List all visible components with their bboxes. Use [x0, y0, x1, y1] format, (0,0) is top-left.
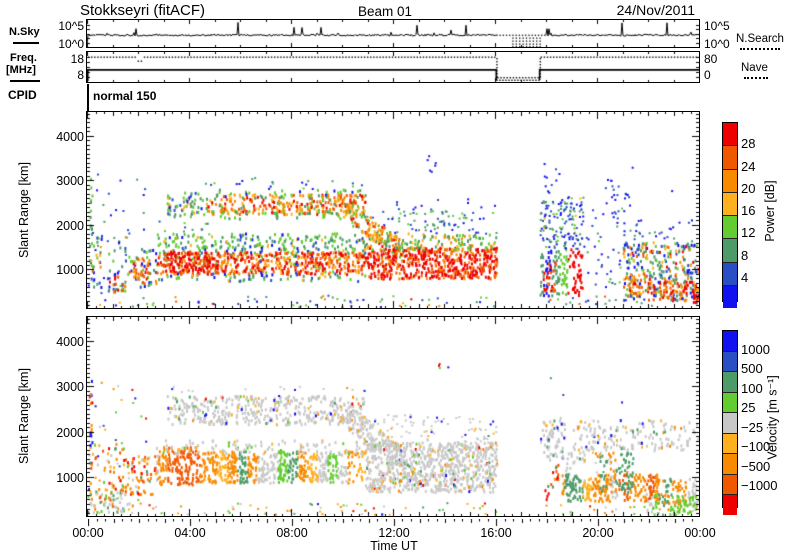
cb-power-segment	[723, 261, 737, 285]
cb-power-tick-label: 12	[741, 225, 756, 241]
cb-vel-tick-label: −1000	[741, 478, 778, 494]
nsky-label: N.Sky	[9, 26, 40, 38]
freq-solid-line-sample	[10, 80, 40, 82]
nsky-line-canvas	[87, 20, 699, 47]
time-axis-ticks	[88, 519, 700, 527]
cb-vel-segment	[723, 350, 737, 372]
x-tick-label: 00:00	[684, 526, 716, 540]
cb-vel-tick-label: −100	[741, 439, 771, 455]
cb-power-tick-label: 16	[741, 203, 756, 218]
power-y-tick-label: 4000	[56, 129, 84, 144]
cb-power-segment	[723, 168, 737, 192]
time-axis-title: Time UT	[370, 539, 418, 553]
cb-vel-tick-label: 25	[741, 400, 756, 416]
freq-label-line2: [MHz]	[6, 64, 36, 76]
freq-left-tick-bottom: 8	[77, 68, 84, 82]
nave-right-tick-top: 80	[704, 52, 718, 66]
velocity-y-tick-label: 1000	[56, 470, 84, 485]
power-y-tick-label: 2000	[56, 218, 84, 233]
nsearch-label: N.Search	[736, 33, 784, 45]
x-tick-label: 08:00	[276, 526, 308, 540]
velocity-y-tick-label: 4000	[56, 335, 84, 350]
cb-power-segment	[723, 215, 737, 239]
date-label: 24/Nov/2011	[616, 2, 695, 18]
cb-vel-segment	[723, 473, 737, 495]
nsky-solid-line-sample	[13, 42, 39, 44]
power-colorbar	[722, 122, 738, 308]
power-y-tick-label: 1000	[56, 263, 84, 278]
x-tick-label: 16:00	[480, 526, 512, 540]
cb-power-segment	[723, 191, 737, 215]
cb-vel-segment	[723, 371, 737, 392]
x-tick-label: 20:00	[582, 526, 614, 540]
x-tick-label: 04:00	[174, 526, 206, 540]
nsearch-dotted-line-sample	[740, 48, 780, 50]
station-title: Stokkseyri (fitACF)	[80, 2, 206, 19]
power-panel	[86, 111, 700, 309]
cb-power-tick-label: 8	[741, 247, 749, 263]
cb-vel-segment	[723, 432, 737, 454]
cb-vel-tick-label: 1000	[741, 341, 770, 357]
velocity-panel	[86, 316, 700, 517]
power-colorbar-title: Power [dB]	[763, 180, 777, 242]
velocity-y-tick-label: 3000	[56, 380, 84, 395]
cb-power-tick-label: 24	[741, 158, 756, 174]
cb-power-tick-label: 28	[741, 136, 756, 152]
cb-power-segment	[723, 123, 737, 146]
nsky-right-tick-top: 10^5	[704, 19, 730, 33]
power-y-tick-label: 3000	[56, 174, 84, 189]
nsky-left-tick-top: 10^5	[58, 19, 84, 33]
freq-label-line1: Freq.	[10, 52, 37, 64]
cb-vel-segment	[723, 331, 737, 351]
x-tick-label: 12:00	[378, 526, 410, 540]
velocity-colorbar-title: Velocity [m s⁻¹]	[765, 375, 780, 460]
beam-label: Beam 01	[357, 4, 413, 19]
velocity-y-tick-label: 2000	[56, 425, 84, 440]
cb-vel-segment	[723, 453, 737, 474]
cb-power-segment	[723, 238, 737, 262]
cb-vel-tick-label: −500	[741, 458, 771, 474]
cb-power-tick-label: 20	[741, 180, 756, 196]
cb-vel-tick-label: −25	[741, 419, 764, 435]
nave-label: Nave	[741, 62, 768, 74]
nsky-left-tick-bottom: 10^0	[58, 37, 84, 51]
cpid-value: normal 150	[93, 89, 157, 103]
cb-vel-segment	[723, 494, 737, 515]
nsky-right-tick-bottom: 10^0	[704, 37, 730, 51]
power-y-axis-title: Slant Range [km]	[17, 162, 31, 258]
freq-panel	[86, 51, 700, 83]
velocity-colorbar	[722, 330, 738, 515]
cpid-marker-line	[87, 84, 89, 111]
cb-vel-segment	[723, 391, 737, 413]
cpid-label: CPID	[8, 88, 37, 102]
cb-vel-tick-label: 100	[741, 380, 763, 396]
nsky-panel	[86, 19, 700, 48]
cb-vel-tick-label: 500	[741, 361, 763, 377]
velocity-heatmap-canvas	[87, 317, 699, 516]
power-heatmap-canvas	[87, 112, 699, 308]
nave-dotted-line-sample	[744, 77, 768, 79]
cb-vel-segment	[723, 412, 737, 433]
freq-left-tick-top: 18	[70, 52, 84, 66]
cb-power-tick-label: 4	[741, 269, 749, 285]
cb-power-segment	[723, 284, 737, 308]
velocity-y-axis-title: Slant Range [km]	[17, 368, 31, 464]
nave-right-tick-bottom: 0	[704, 68, 711, 82]
cb-power-segment	[723, 145, 737, 169]
x-tick-label: 00:00	[72, 526, 104, 540]
freq-line-canvas	[87, 52, 699, 82]
